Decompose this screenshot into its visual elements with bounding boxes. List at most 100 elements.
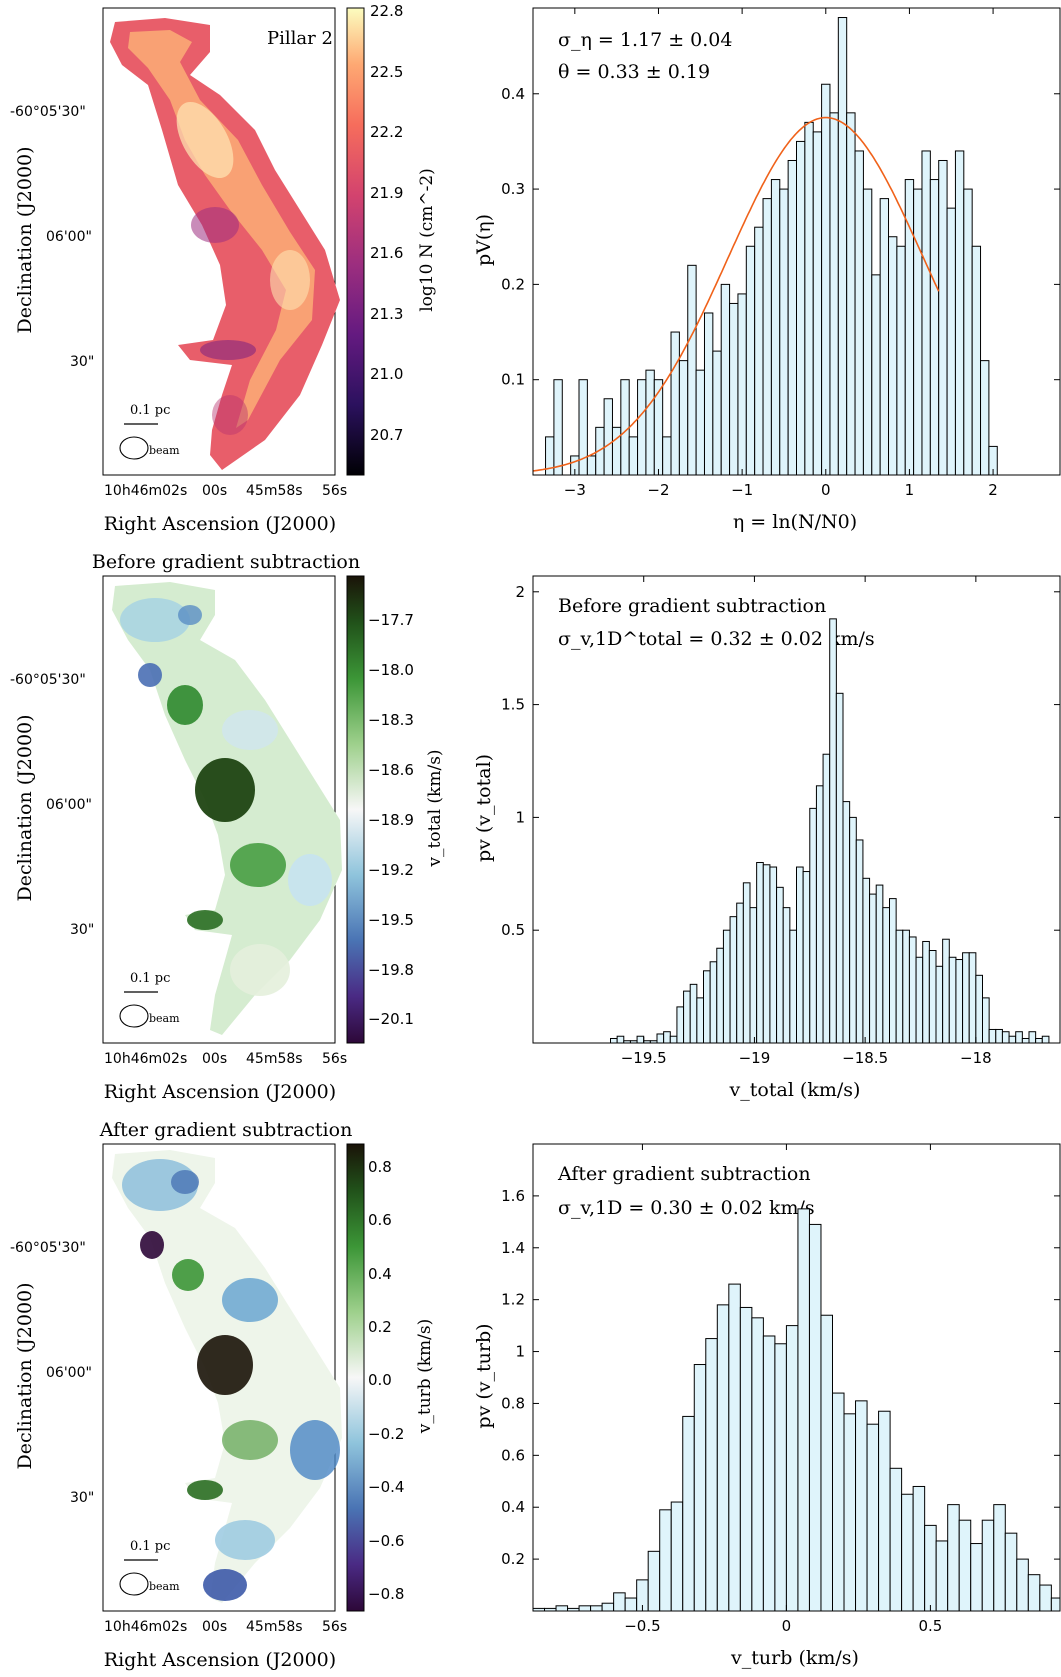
histogram-bar [1027, 1574, 1041, 1612]
x-tick-label: 10h46m02s [104, 483, 187, 499]
y-tick-label: 1.5 [501, 696, 525, 714]
histogram-bar [1015, 1031, 1023, 1044]
x-tick-label: 2 [988, 481, 998, 499]
x-tick-label: 45m58s [246, 1051, 303, 1067]
histogram-bar [921, 150, 931, 476]
histogram-bar [779, 188, 789, 476]
hist-annotation: θ = 0.33 ± 0.19 [558, 61, 710, 83]
histogram-bar [902, 929, 910, 1044]
y-tick-label: 0.2 [501, 275, 525, 293]
histogram-bar [611, 426, 622, 476]
x-tick-label: −18 [960, 1049, 992, 1067]
histogram-bar [737, 293, 747, 476]
pillar-density-core [128, 30, 315, 428]
histogram-bar [993, 1504, 1006, 1612]
histogram-bar [948, 956, 957, 1044]
histogram-bar [663, 1031, 671, 1044]
histogram-bar [922, 940, 930, 1044]
colorbar-tick: 21.6 [370, 244, 403, 262]
y-tick-label: -60°05'30" [10, 1240, 86, 1256]
histogram-bar [669, 1035, 678, 1044]
y-tick-label: 0.4 [501, 1498, 525, 1516]
map-title: Before gradient subtraction [92, 551, 360, 573]
colorbar-label: log10 N (cm^-2) [417, 168, 437, 312]
histogram-bar [683, 990, 691, 1044]
histogram-bar [895, 929, 904, 1044]
y-tick-label: -60°05'30" [10, 104, 86, 120]
histogram-bar [942, 938, 950, 1044]
histogram-bar [928, 950, 937, 1044]
y-tick-label: 06'00" [46, 797, 92, 813]
histogram-bar [888, 236, 898, 476]
histogram-bar [590, 1605, 603, 1612]
hist-annotation: σ_η = 1.17 ± 0.04 [558, 29, 732, 51]
x-tick-label: 0 [782, 1617, 792, 1635]
histogram-bar [739, 1306, 753, 1612]
histogram-bar [796, 140, 806, 476]
scalebar-label: 0.1 pc [130, 1539, 170, 1554]
hist-panel-3-text: After gradient subtraction σ_v,1D = 0.30… [473, 1163, 859, 1669]
histogram-bar [762, 1335, 776, 1612]
histogram-bar [809, 807, 817, 1044]
histogram-bar [963, 188, 973, 476]
histogram-bar [962, 952, 970, 1044]
histogram-bar [958, 1519, 972, 1612]
colorbar-tick: 21.0 [370, 365, 403, 383]
histogram-bar [754, 226, 764, 476]
x-tick-label: −19.5 [621, 1049, 667, 1067]
x-axis-label: v_total (km/s) [729, 1079, 861, 1101]
histogram-bar [787, 159, 798, 476]
x-axis-label: Right Ascension (J2000) [104, 1081, 336, 1103]
colorbar-tick: −19.8 [368, 961, 414, 979]
hist-frame [532, 7, 1061, 476]
histogram-bar [820, 1314, 833, 1612]
histogram-bar [687, 264, 697, 476]
y-axis-label: pv (v_total) [473, 754, 495, 862]
histogram-bar [728, 1283, 741, 1612]
histogram-bar [705, 1338, 718, 1612]
histogram-bar [586, 455, 597, 476]
histogram-bar [653, 379, 664, 476]
histogram-bar [613, 1592, 626, 1612]
histogram-bar [774, 1343, 787, 1612]
histogram-bar [578, 1605, 592, 1612]
y-tick-label: 0.1 [501, 371, 525, 389]
y-tick-label: 0.2 [501, 1550, 525, 1568]
histogram-bar [879, 198, 890, 476]
x-axis-label: Right Ascension (J2000) [104, 1649, 336, 1671]
colorbar-tick: −0.4 [368, 1478, 404, 1496]
colorbar-tick: −19.2 [368, 861, 414, 879]
colorbar-tick: −0.6 [368, 1532, 404, 1550]
x-tick-label: 56s [322, 1051, 347, 1067]
hist-frame [532, 1143, 1061, 1612]
histogram-bar [835, 692, 844, 1044]
hist-frame [532, 575, 1061, 1044]
histogram-bar [862, 877, 871, 1044]
x-tick-label: −19 [739, 1049, 771, 1067]
scalebar-label: 0.1 pc [130, 971, 170, 986]
histogram-bar [601, 1602, 615, 1612]
x-tick-label: 10h46m02s [104, 1619, 187, 1635]
histogram-bar [722, 929, 731, 1044]
y-tick-label: 0.3 [501, 180, 525, 198]
histogram-bar [882, 907, 890, 1044]
y-tick-label: 1 [515, 808, 525, 826]
colorbar-tick: 21.3 [370, 305, 403, 323]
y-tick-label: 1 [515, 1343, 525, 1361]
histogram-bar [889, 898, 897, 1044]
x-tick-label: 56s [322, 1619, 347, 1635]
beam-label: beam [149, 1012, 180, 1025]
histogram-bar [971, 245, 982, 476]
histogram-bar [729, 916, 738, 1044]
scalebar-label: 0.1 pc [130, 403, 170, 418]
y-tick-label: 1.4 [501, 1239, 525, 1257]
histogram-bar [938, 159, 948, 476]
x-tick-label: −18.5 [842, 1049, 888, 1067]
histogram-bar [954, 150, 965, 476]
histogram-bar [988, 1028, 997, 1044]
histogram-bar [878, 1410, 891, 1612]
colorbar-tick: −17.7 [368, 611, 414, 629]
histogram-layer: −3 −2 −1 0 1 2 0.1 0.2 0.3 0.4 −19.5 −19 −18.5 −18 0.5… [501, 7, 1061, 1635]
histogram-bar [912, 1485, 926, 1612]
histogram-bar [896, 245, 906, 476]
